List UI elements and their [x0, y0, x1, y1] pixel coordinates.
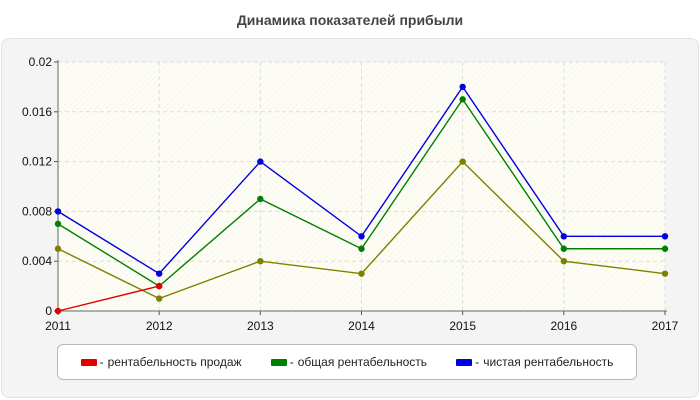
legend: - рентабельность продаж - общая рентабел…: [57, 344, 637, 380]
x-tick-label: 2017: [652, 319, 679, 333]
x-tick-label: 2015: [449, 319, 476, 333]
y-tick-label: 0.012: [22, 155, 52, 169]
data-point: [155, 270, 163, 277]
data-point: [257, 158, 264, 165]
data-point: [358, 270, 365, 277]
series-0: [54, 282, 163, 315]
chart-title: Динамика показателей прибыли: [236, 12, 464, 28]
y-tick-label: 0: [45, 304, 52, 318]
data-point: [560, 258, 568, 265]
data-point: [155, 282, 163, 290]
data-point: [459, 83, 466, 91]
legend-swatch-sales: [80, 358, 97, 366]
y-tick-label: 0.016: [22, 105, 52, 119]
legend-separator: -: [289, 355, 294, 369]
data-point: [661, 270, 669, 277]
y-tick-label: 0.02: [29, 55, 53, 69]
legend-item-total: - общая рентабельность: [270, 355, 428, 369]
data-point: [358, 233, 365, 240]
data-point: [661, 245, 669, 252]
legend-label-total: общая рентабельность: [297, 355, 428, 369]
data-point: [358, 245, 365, 252]
data-point: [560, 233, 568, 240]
legend-separator: -: [475, 355, 480, 369]
data-point: [257, 195, 264, 203]
data-point: [459, 96, 466, 103]
data-point: [459, 158, 466, 165]
legend-swatch-net: [456, 358, 473, 366]
legend-label-sales: рентабельность продаж: [107, 355, 242, 369]
legend-separator: -: [99, 355, 104, 369]
x-tick-label: 2013: [247, 319, 274, 333]
data-point: [661, 233, 669, 240]
legend-item-net: - чистая рентабельность: [456, 355, 613, 369]
x-tick-label: 2011: [45, 319, 71, 333]
legend-swatch-total: [270, 358, 287, 366]
legend-label-net: чистая рентабельность: [483, 355, 614, 369]
series-2: [54, 83, 669, 277]
y-tick-label: 0.008: [22, 204, 52, 218]
x-tick-label: 2014: [348, 319, 375, 333]
plot-area: [58, 62, 665, 311]
series-3: [54, 158, 669, 302]
x-tick-label: 2012: [146, 319, 173, 333]
series-line: [57, 285, 160, 312]
legend-item-sales: - рентабельность продаж: [80, 355, 242, 369]
data-point: [54, 220, 62, 228]
y-tick-label: 0.004: [22, 254, 52, 268]
data-point: [54, 307, 62, 315]
data-point: [54, 245, 62, 252]
x-tick-label: 2016: [550, 319, 577, 333]
data-point: [54, 208, 62, 215]
data-point: [257, 258, 264, 265]
data-point: [560, 245, 568, 252]
data-point: [155, 295, 163, 302]
